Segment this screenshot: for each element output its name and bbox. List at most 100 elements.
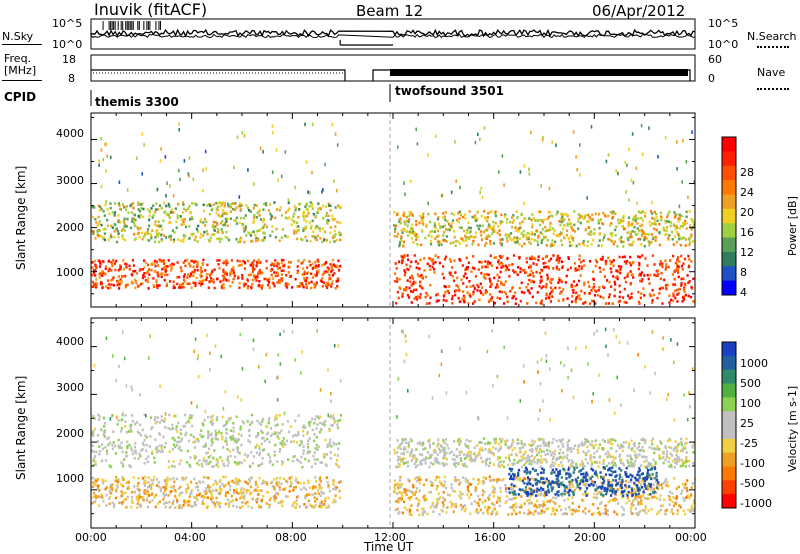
heatmap-cell: [166, 213, 169, 216]
heatmap-cell: [490, 298, 493, 302]
heatmap-cell: [539, 223, 542, 227]
heatmap-cell: [329, 457, 332, 460]
heatmap-cell: [679, 215, 682, 218]
heatmap-cell: [230, 500, 233, 503]
heatmap-cell: [214, 505, 217, 508]
heatmap-cell: [419, 293, 422, 296]
heatmap-cell: [522, 233, 525, 237]
heatmap-cell: [309, 191, 311, 195]
heatmap-cell: [175, 220, 178, 224]
heatmap-cell: [119, 220, 122, 224]
heatmap-cell: [194, 284, 197, 288]
heatmap-cell: [255, 279, 258, 282]
heatmap-cell: [454, 271, 457, 274]
heatmap-cell: [600, 487, 603, 490]
heatmap-cell: [419, 280, 422, 284]
heatmap-cell: [616, 488, 619, 491]
heatmap-cell: [603, 488, 606, 491]
heatmap-cell: [654, 480, 658, 483]
heatmap-cell: [172, 499, 175, 503]
heatmap-cell: [293, 232, 296, 235]
heatmap-cell: [513, 240, 516, 244]
heatmap-cell: [419, 284, 422, 288]
heatmap-cell: [232, 448, 235, 452]
heatmap-cell: [218, 504, 221, 508]
heatmap-cell: [193, 446, 197, 449]
heatmap-cell: [113, 213, 116, 217]
heatmap-cell: [643, 274, 646, 277]
heatmap-cell: [103, 435, 106, 438]
heatmap-cell: [186, 483, 189, 486]
heatmap-cell: [681, 296, 685, 299]
heatmap-cell: [252, 221, 255, 225]
heatmap-cell: [450, 212, 453, 215]
heatmap-cell: [180, 219, 183, 222]
heatmap-cell: [539, 231, 542, 234]
heatmap-cell: [436, 500, 439, 504]
heatmap-cell: [101, 286, 104, 290]
heatmap-cell: [197, 493, 201, 497]
heatmap-cell: [249, 263, 252, 267]
heatmap-cell: [476, 217, 479, 220]
heatmap-cell: [201, 263, 204, 267]
heatmap-cell: [111, 226, 114, 229]
heatmap-cell: [576, 476, 579, 479]
heatmap-cell: [678, 204, 681, 208]
heatmap-cell: [160, 446, 163, 450]
heatmap-cell: [221, 202, 224, 206]
heatmap-cell: [606, 487, 609, 491]
heatmap-cell: [211, 441, 214, 444]
heatmap-cell: [211, 279, 214, 283]
heatmap-cell: [410, 290, 413, 293]
heatmap-cell: [199, 232, 202, 236]
heatmap-cell: [244, 228, 247, 231]
heatmap-cell: [333, 217, 336, 221]
heatmap-cell: [519, 170, 522, 174]
heatmap-cell: [202, 423, 205, 427]
heatmap-cell: [451, 295, 454, 298]
heatmap-cell: [217, 465, 220, 468]
cpid-label: CPID: [4, 90, 37, 104]
heatmap-cell: [213, 227, 216, 231]
heatmap-cell: [622, 240, 625, 244]
heatmap-cell: [241, 204, 244, 207]
heatmap-cell: [443, 293, 446, 296]
heatmap-cell: [664, 219, 667, 223]
heatmap-cell: [235, 446, 238, 450]
heatmap-cell: [275, 414, 278, 417]
heatmap-cell: [91, 485, 94, 489]
heatmap-cell: [252, 274, 256, 277]
heatmap-cell: [596, 489, 599, 492]
heatmap-cell: [280, 214, 284, 217]
heatmap-cell: [687, 294, 690, 298]
heatmap-cell: [186, 488, 189, 492]
heatmap-cell: [121, 227, 124, 231]
heatmap-cell: [309, 486, 312, 489]
heatmap-cell: [653, 210, 656, 214]
heatmap-cell: [633, 225, 636, 229]
heatmap-cell: [183, 273, 186, 276]
heatmap-cell: [597, 289, 600, 292]
heatmap-cell: [278, 488, 282, 492]
heatmap-cell: [324, 162, 326, 167]
heatmap-cell: [421, 507, 424, 511]
heatmap-cell: [445, 235, 448, 238]
heatmap-cell: [630, 491, 633, 495]
heatmap-cell: [548, 259, 551, 263]
heatmap-cell: [143, 490, 146, 494]
heatmap-cell: [279, 206, 282, 209]
heatmap-cell: [596, 511, 599, 515]
heatmap-cell: [423, 498, 426, 501]
heatmap-cell: [545, 507, 548, 511]
heatmap-cell: [276, 267, 280, 271]
heatmap-cell: [258, 453, 261, 457]
heatmap-cell: [207, 447, 211, 451]
heatmap-cell: [670, 230, 674, 234]
heatmap-cell: [497, 170, 500, 174]
heatmap-cell: [200, 266, 203, 270]
heatmap-cell: [296, 269, 299, 273]
heatmap-cell: [516, 216, 519, 220]
heatmap-cell: [604, 473, 608, 476]
heatmap-cell: [98, 450, 102, 453]
heatmap-cell: [262, 220, 265, 223]
